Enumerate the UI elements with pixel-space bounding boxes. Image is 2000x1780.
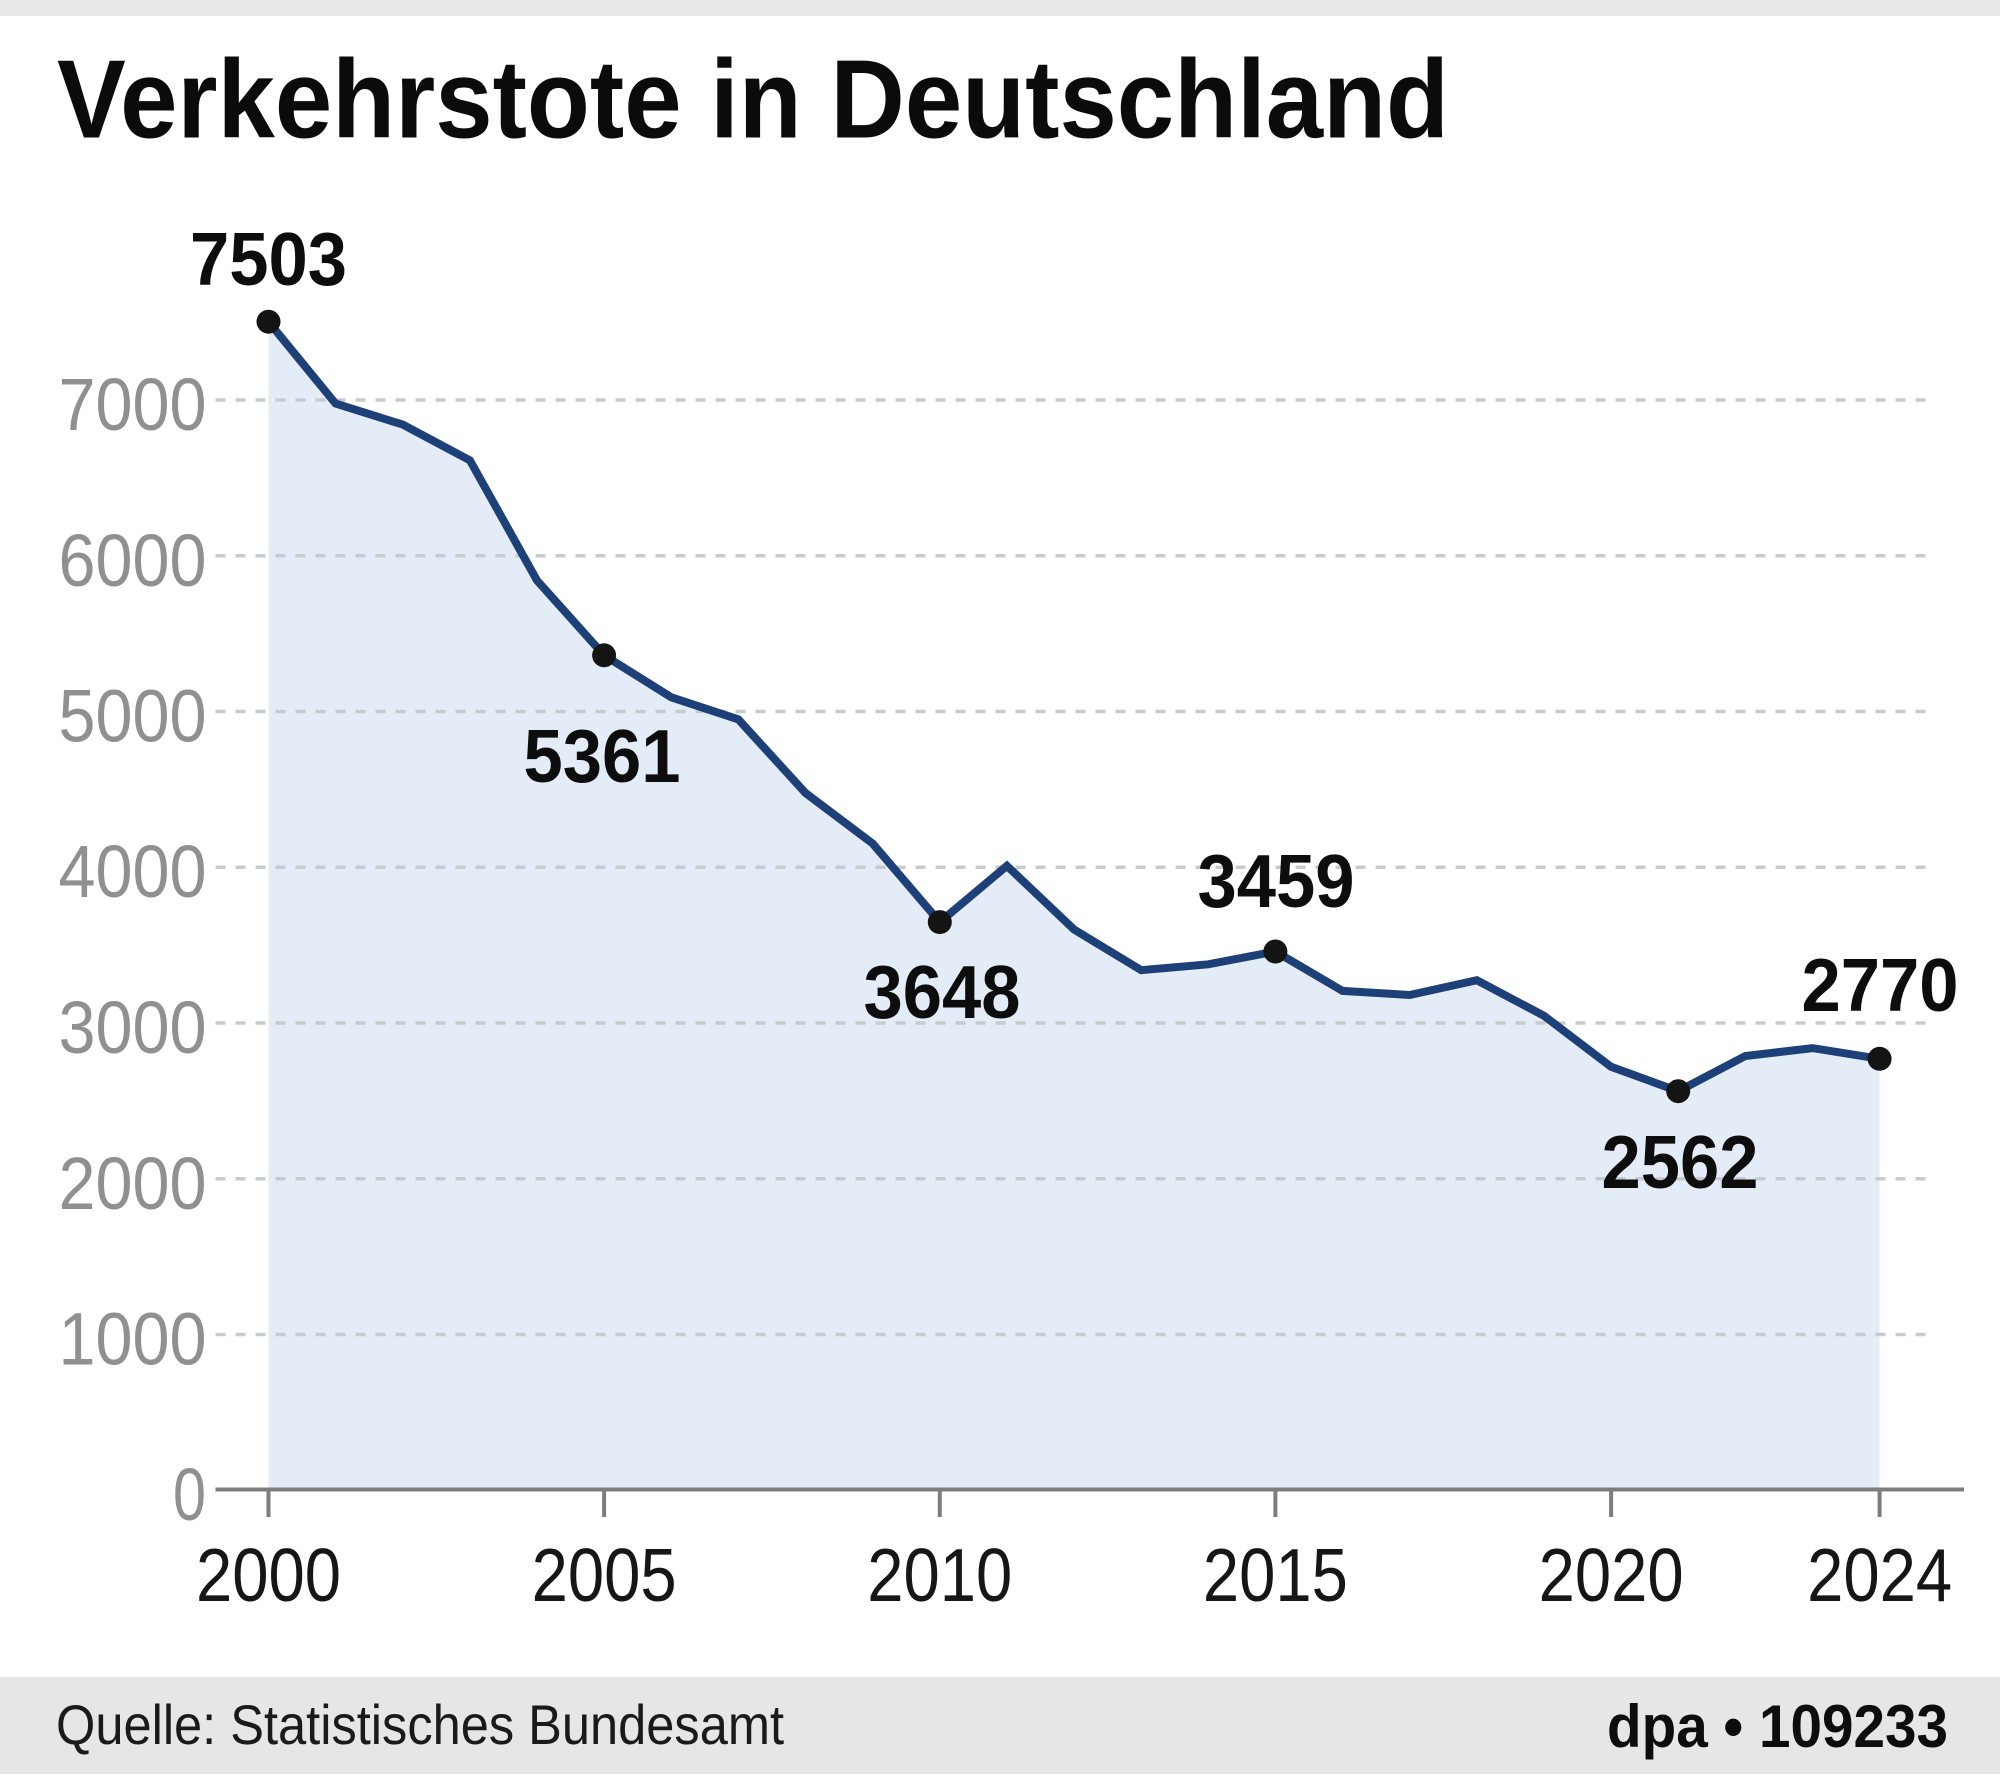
svg-text:1000: 1000	[59, 1298, 207, 1381]
svg-text:Quelle: Statistisches Bundesam: Quelle: Statistisches Bundesamt	[56, 1693, 784, 1756]
svg-text:2020: 2020	[1539, 1533, 1684, 1617]
svg-text:3459: 3459	[1198, 839, 1355, 923]
svg-text:2770: 2770	[1802, 943, 1959, 1027]
svg-text:7000: 7000	[59, 363, 207, 446]
svg-text:0: 0	[173, 1453, 206, 1536]
svg-text:2005: 2005	[532, 1533, 677, 1617]
svg-text:dpa • 109233: dpa • 109233	[1607, 1693, 1948, 1760]
svg-text:5000: 5000	[59, 675, 207, 758]
svg-text:2010: 2010	[867, 1533, 1012, 1617]
svg-text:2562: 2562	[1602, 1120, 1759, 1204]
svg-text:Verkehrstote in Deutschland: Verkehrstote in Deutschland	[57, 38, 1449, 162]
svg-text:5361: 5361	[524, 714, 681, 798]
svg-text:7503: 7503	[190, 217, 347, 301]
svg-text:3000: 3000	[59, 986, 207, 1069]
svg-text:2000: 2000	[196, 1533, 341, 1617]
svg-text:6000: 6000	[59, 519, 207, 602]
svg-text:2015: 2015	[1203, 1533, 1348, 1617]
svg-text:3648: 3648	[864, 950, 1021, 1034]
svg-text:2024: 2024	[1807, 1533, 1952, 1617]
svg-text:4000: 4000	[59, 830, 207, 913]
svg-text:2000: 2000	[59, 1142, 207, 1225]
